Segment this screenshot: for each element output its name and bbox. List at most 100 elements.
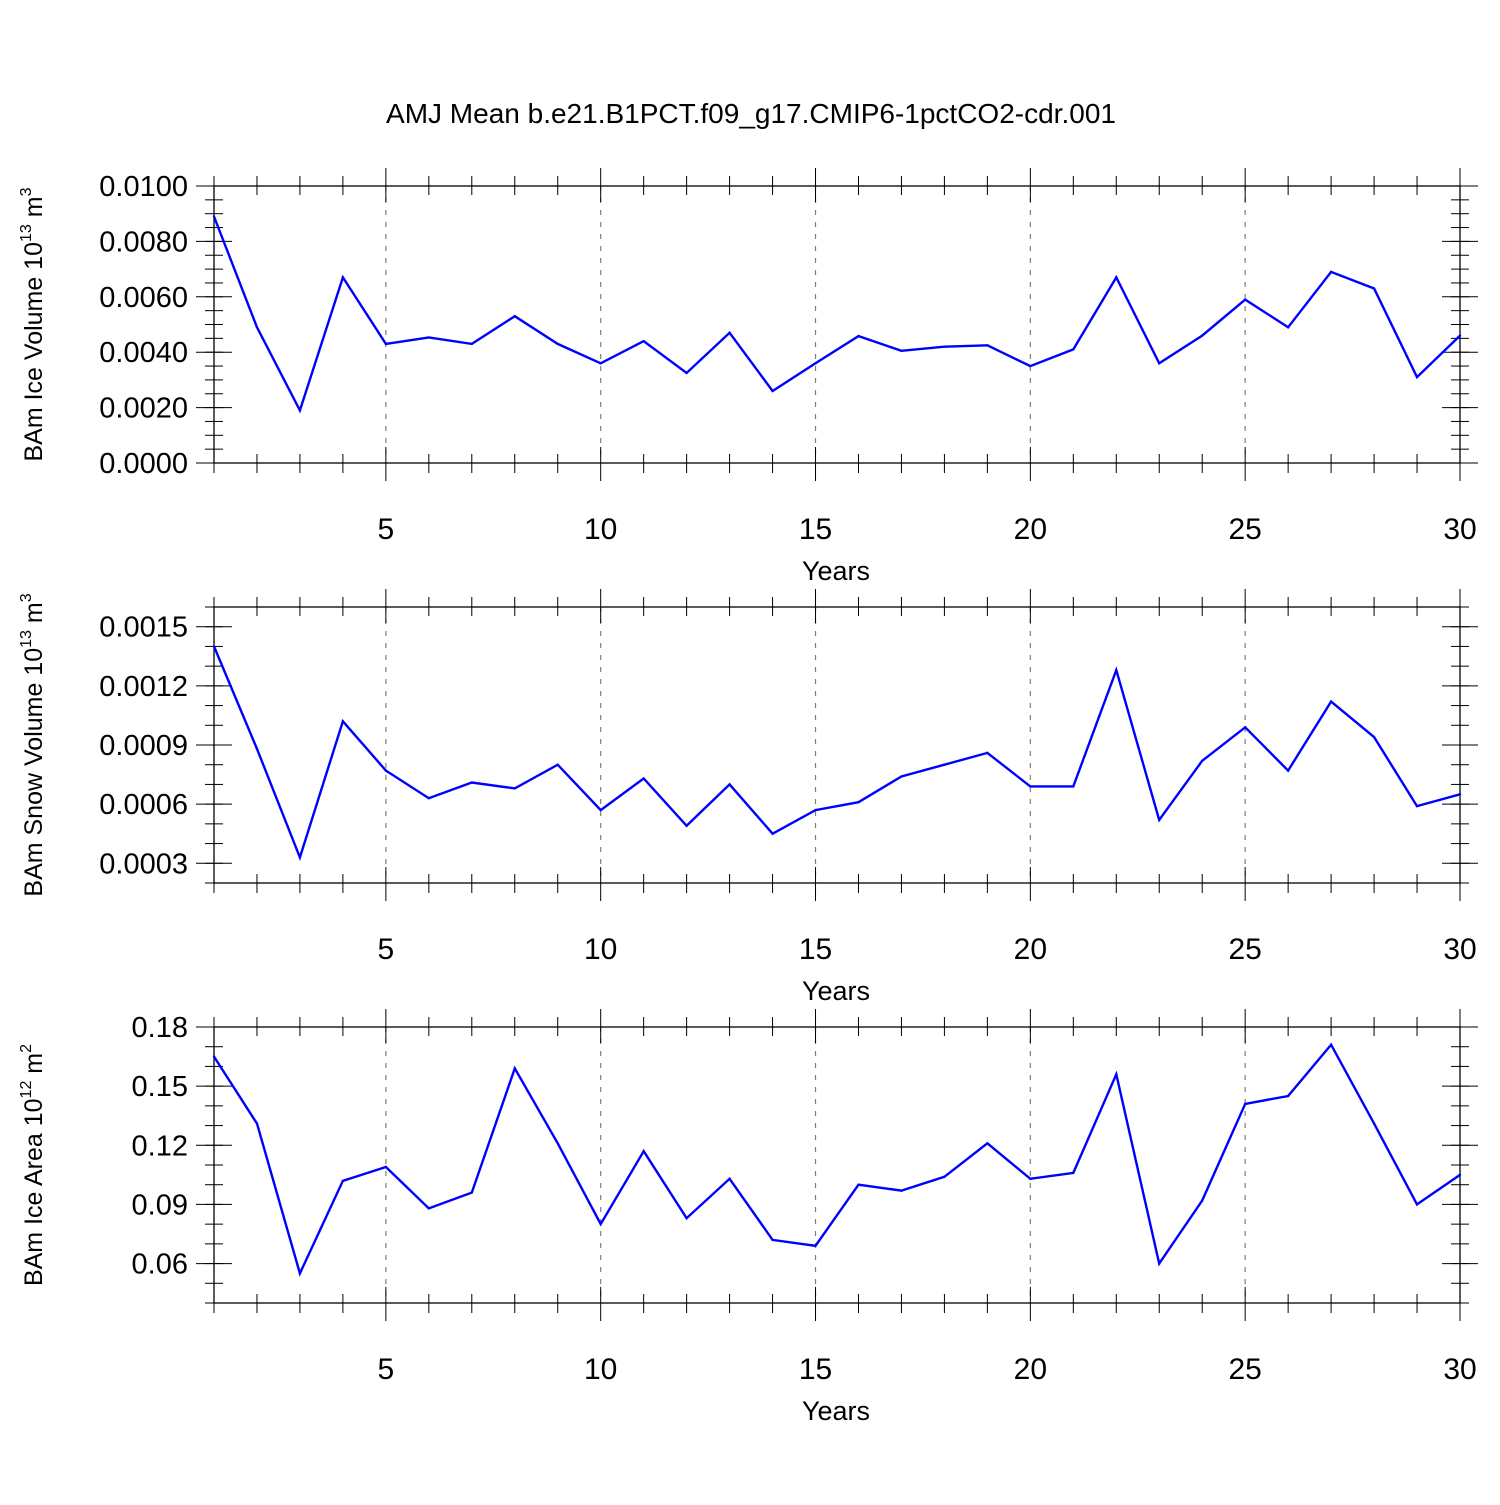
- data-point: [1072, 785, 1075, 788]
- data-point: [599, 808, 602, 812]
- data-point: [1243, 726, 1247, 729]
- data-point: [384, 1165, 388, 1169]
- y-axis-label-unit-exponent: 3: [18, 593, 35, 602]
- x-tick-label: 30: [1443, 1353, 1476, 1386]
- y-tick-label: 0.0040: [99, 337, 188, 369]
- series-line-ice-area: [212, 1042, 1461, 1277]
- data-point: [513, 787, 516, 790]
- x-tick-label: 10: [584, 513, 617, 546]
- data-point: [427, 797, 431, 800]
- y-tick-label: 0.0100: [99, 171, 188, 203]
- data-point: [685, 1217, 688, 1220]
- data-point: [900, 775, 903, 778]
- data-point: [298, 1272, 302, 1275]
- data-point: [513, 314, 516, 318]
- y-tick-label: 0.12: [132, 1130, 188, 1162]
- data-point: [384, 342, 388, 346]
- data-point: [771, 389, 774, 393]
- data-point: [1286, 1094, 1290, 1098]
- x-tick-label: 25: [1228, 513, 1261, 546]
- chart-panel-ice-area: 0.06 0.09 0.12 0.15 0.18 5 10 15 20 25 30 Years BAm …: [18, 1009, 1478, 1426]
- data-point: [1029, 1177, 1032, 1181]
- data-point: [212, 1055, 216, 1058]
- data-point: [1243, 298, 1247, 301]
- x-tick-label: 20: [1014, 933, 1047, 966]
- y-axis-label-main: BAm Ice Area 10: [20, 1098, 48, 1286]
- x-tick-label: 10: [584, 933, 617, 966]
- data-point: [341, 1179, 345, 1182]
- x-tick-label: 15: [799, 1353, 832, 1386]
- data-point: [642, 777, 645, 780]
- y-tick-label: 0.0015: [99, 612, 188, 644]
- x-axis-label: Years: [802, 1396, 870, 1426]
- y-axis-label-exponent: 13: [18, 224, 35, 242]
- y-axis-label-main: BAm Snow Volume 10: [20, 648, 48, 897]
- x-tick-label: 30: [1443, 513, 1476, 546]
- series-line-snow-volume: [212, 645, 1461, 861]
- data-point: [642, 1150, 645, 1153]
- x-tick-label: 20: [1014, 1353, 1047, 1386]
- data-point: [599, 1222, 602, 1226]
- data-point: [427, 336, 431, 339]
- y-tick-label: 0.0060: [99, 282, 188, 314]
- x-tick-label: 15: [799, 933, 832, 966]
- y-axis-label-main: BAm Ice Volume 10: [20, 242, 48, 462]
- data-point: [728, 1177, 731, 1181]
- y-axis-label-exponent: 12: [18, 1081, 35, 1099]
- data-point: [1415, 804, 1419, 808]
- y-tick-label: 0.0009: [99, 730, 188, 762]
- data-point: [857, 1183, 860, 1186]
- y-tick-label: 0.0080: [99, 226, 188, 258]
- data-point: [255, 747, 259, 751]
- data-point: [341, 720, 345, 723]
- data-point: [814, 808, 817, 812]
- x-tick-label: 10: [584, 1353, 617, 1386]
- data-point: [642, 339, 645, 343]
- data-point: [900, 349, 903, 353]
- y-tick-label: 0.0006: [99, 789, 188, 821]
- data-point: [1158, 362, 1161, 365]
- y-axis-label-unit: m: [20, 602, 48, 630]
- data-point: [771, 1238, 774, 1242]
- y-tick-label: 0.0003: [99, 848, 188, 880]
- data-point: [1072, 348, 1075, 351]
- x-tick-label: 25: [1228, 1353, 1261, 1386]
- data-point: [1415, 375, 1419, 379]
- data-point: [771, 832, 774, 835]
- data-point: [1115, 1073, 1118, 1076]
- data-point: [470, 342, 473, 346]
- data-point: [857, 800, 860, 804]
- x-tick-label: 5: [378, 1353, 395, 1386]
- data-point: [298, 856, 302, 859]
- data-point: [556, 1142, 559, 1145]
- y-tick-label: 0.09: [132, 1189, 188, 1221]
- y-axis-label-unit-exponent: 3: [18, 187, 35, 196]
- data-point: [599, 362, 602, 365]
- data-point: [814, 362, 817, 365]
- data-point: [298, 409, 302, 412]
- chart-panel-ice-volume: 0.0000 0.0020 0.0040 0.0060 0.0080 0.0100 5 10 1…: [18, 168, 1478, 586]
- data-point: [1158, 818, 1161, 822]
- series-line-ice-volume: [212, 216, 1461, 414]
- y-tick-label: 0.06: [132, 1249, 188, 1281]
- data-point: [1115, 668, 1118, 672]
- data-point: [1329, 270, 1333, 274]
- data-point: [1072, 1171, 1075, 1175]
- data-point: [1458, 793, 1462, 796]
- y-tick-label: 0.0012: [99, 671, 188, 703]
- data-point: [986, 751, 989, 755]
- data-point: [1286, 769, 1290, 772]
- data-point: [814, 1244, 817, 1248]
- data-point: [1201, 759, 1204, 762]
- data-point: [986, 1142, 989, 1145]
- data-point: [255, 326, 259, 329]
- y-tick-label: 0.18: [132, 1012, 188, 1044]
- data-point: [470, 781, 473, 784]
- data-point: [1415, 1203, 1419, 1206]
- y-tick-label: 0.0000: [99, 448, 188, 480]
- data-point: [1329, 700, 1333, 703]
- data-point: [341, 276, 345, 279]
- x-tick-label: 15: [799, 513, 832, 546]
- data-point: [470, 1191, 473, 1194]
- data-point: [728, 331, 731, 335]
